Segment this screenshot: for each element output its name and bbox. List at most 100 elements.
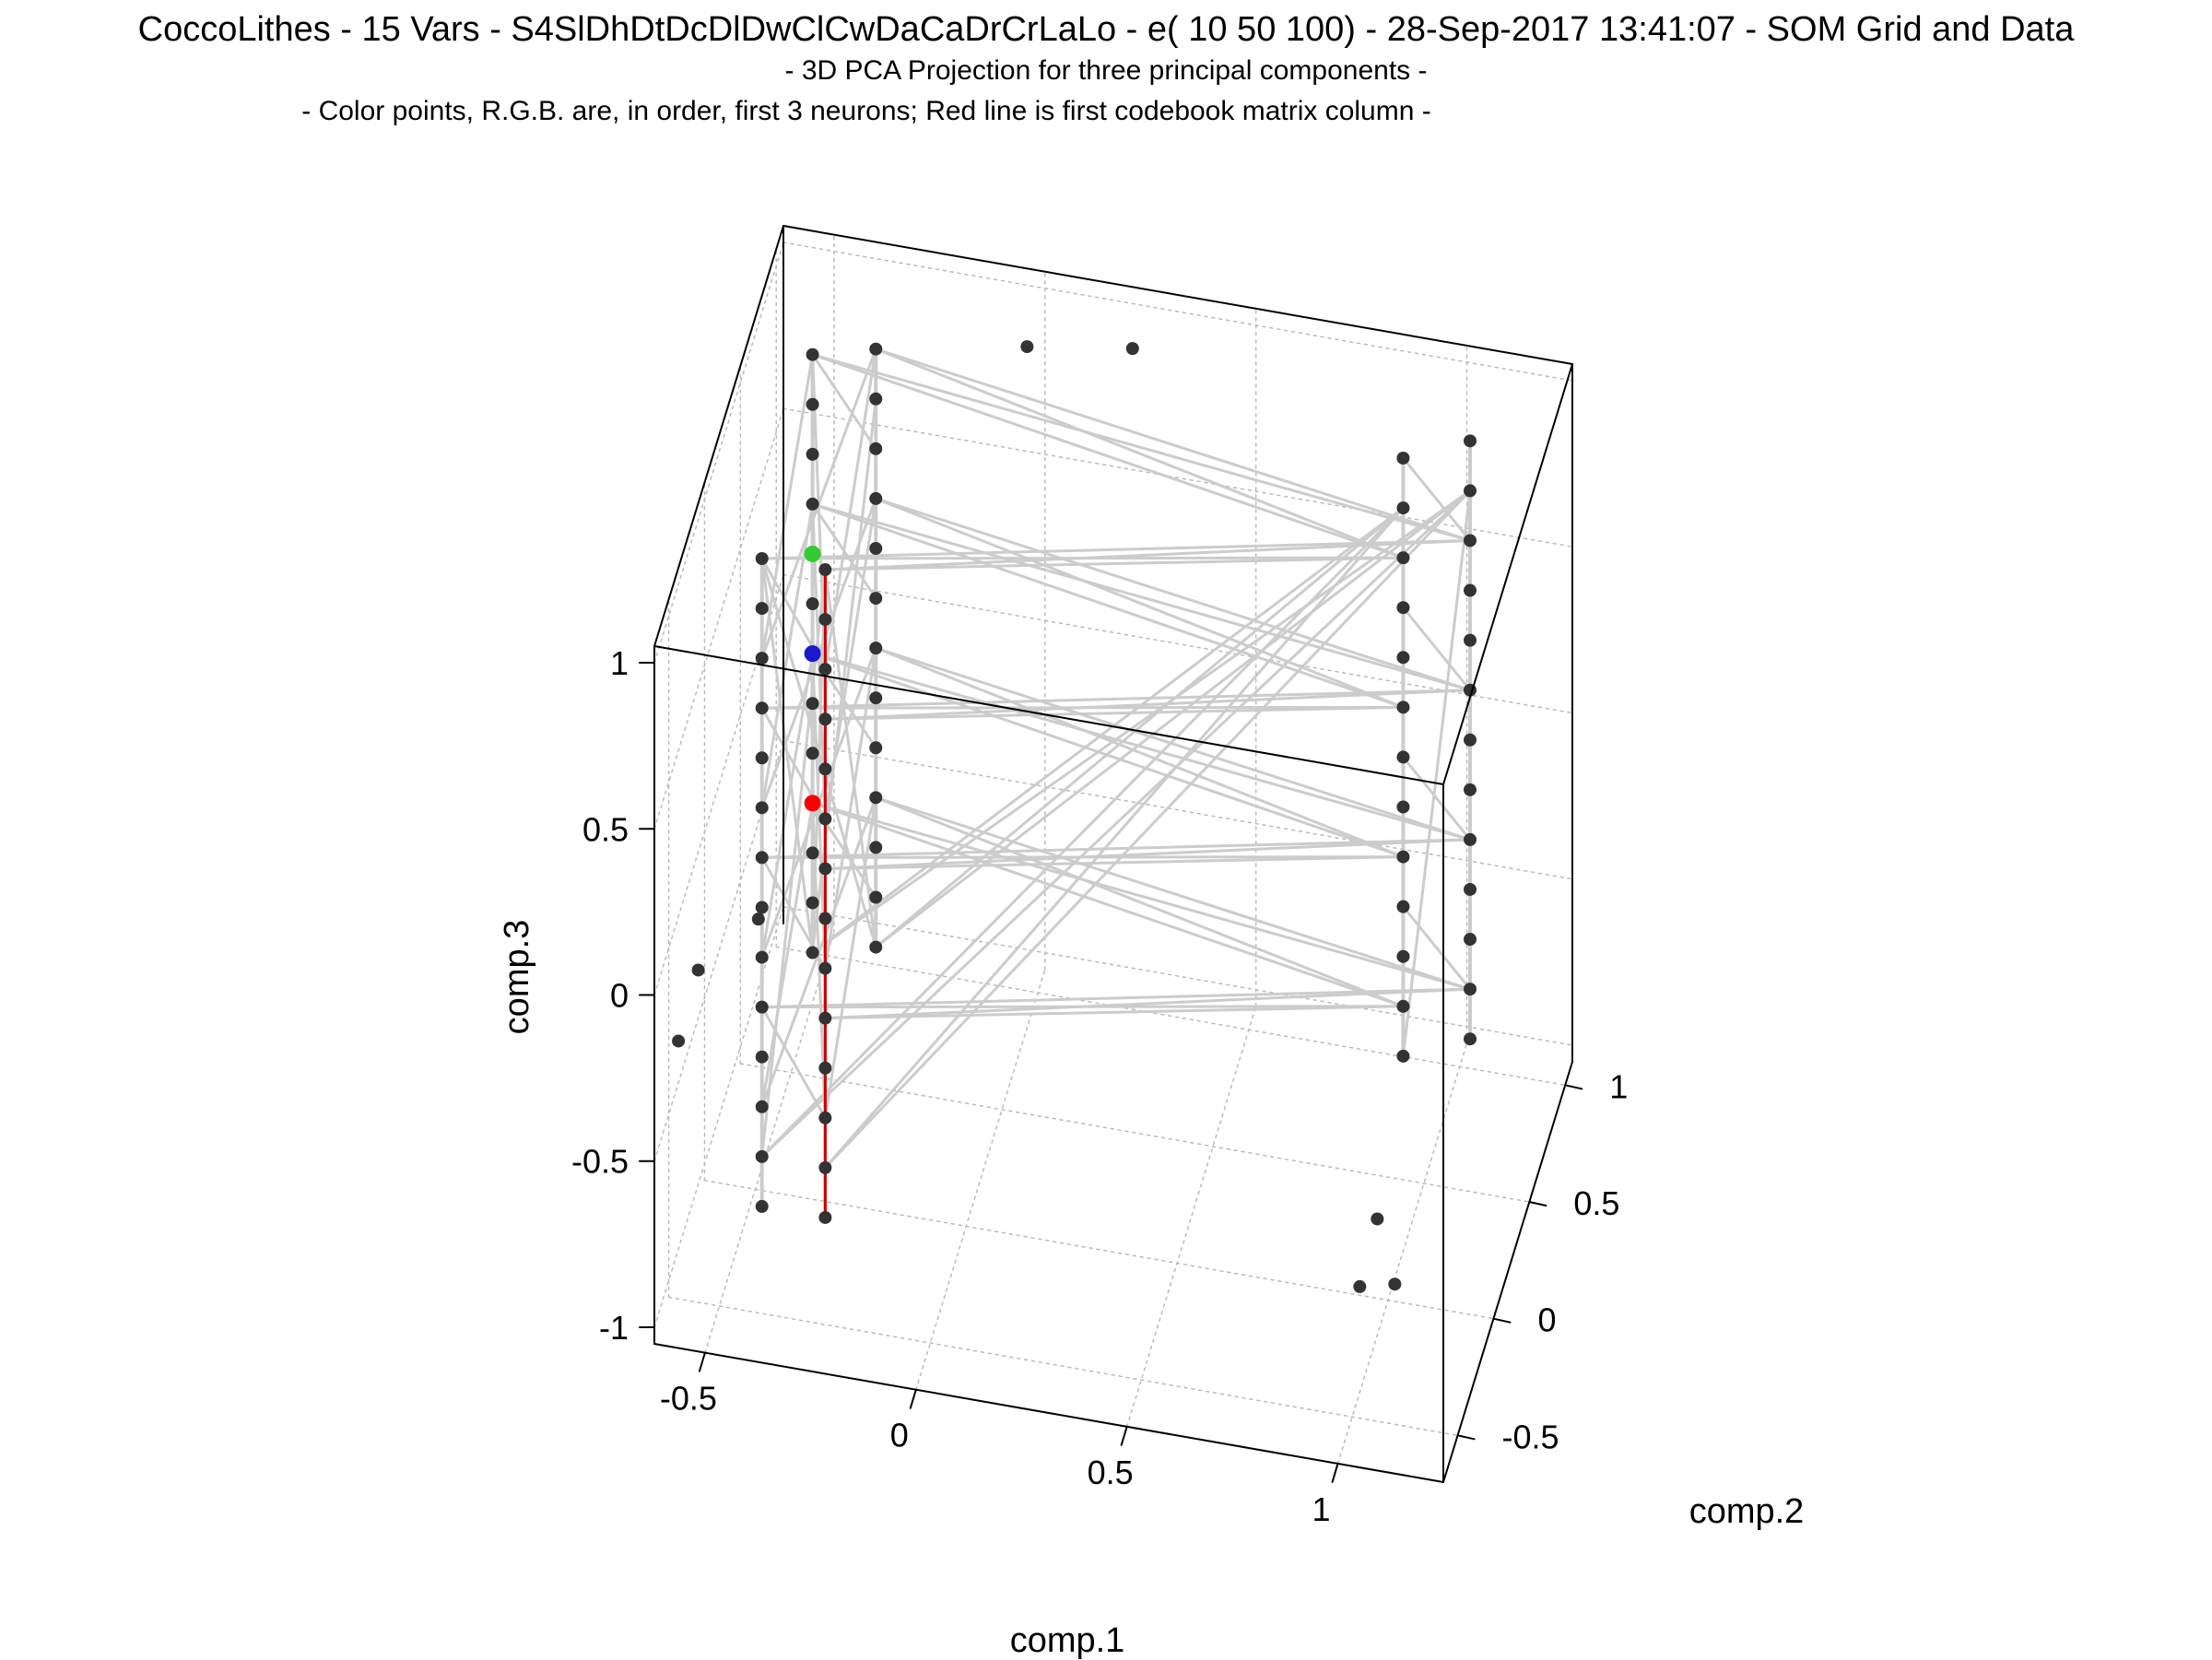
box-edge: [1442, 363, 1573, 785]
som-grid-line: [760, 987, 1472, 1009]
data-point: [1464, 583, 1477, 597]
data-point: [818, 1111, 832, 1124]
y-tick-mark: [1528, 1201, 1547, 1207]
grid-line: [782, 906, 1573, 1046]
chart-subtitle-2: - Color points, R.G.B. are, in order, fi…: [301, 96, 1431, 126]
data-point: [1464, 832, 1477, 846]
x-tick-mark: [909, 1388, 917, 1409]
som-grid-line: [874, 347, 1472, 542]
z-axis-label: comp.3: [498, 920, 536, 1035]
box-edge: [653, 645, 1444, 785]
data-point: [1396, 651, 1410, 665]
data-point: [1464, 983, 1477, 996]
data-point: [1464, 633, 1477, 647]
data-point: [869, 791, 883, 805]
data-point: [869, 541, 883, 555]
grid-line: [667, 1296, 1459, 1437]
x-tick-label: 0: [890, 1417, 909, 1454]
data-point: [818, 812, 832, 826]
grid-line: [1125, 1006, 1257, 1428]
data-point: [755, 851, 769, 865]
data-point: [755, 1149, 769, 1163]
grid-line: [782, 573, 1573, 714]
x-tick-label: 0.5: [1088, 1454, 1134, 1491]
som-grid-line: [1401, 456, 1472, 542]
som-grid-line: [874, 489, 1472, 949]
data-point: [1464, 534, 1477, 547]
som-grid-line: [760, 689, 1472, 710]
som-grid-line: [811, 801, 1405, 1008]
data-point: [1396, 949, 1410, 963]
data-point: [755, 701, 769, 715]
data-point: [1396, 700, 1410, 714]
grid-line: [653, 906, 784, 1328]
som-grid-line: [811, 353, 1405, 559]
data-point: [1396, 501, 1410, 515]
data-point: [818, 912, 832, 925]
grid-line: [915, 968, 1046, 1391]
data-point: [818, 762, 832, 776]
data-point: [869, 592, 883, 606]
data-point: [869, 741, 883, 755]
data-point: [1396, 900, 1410, 913]
data-point: [869, 890, 883, 904]
som-grid-line: [823, 506, 1405, 1170]
data-point: [751, 912, 765, 926]
data-points: [672, 340, 1477, 1293]
data-point: [869, 491, 883, 505]
data-point: [1396, 850, 1410, 864]
x-tick-mark: [1120, 1425, 1128, 1446]
data-point: [806, 697, 819, 711]
data-point: [1464, 484, 1477, 498]
som-grid-line: [823, 489, 1472, 1170]
data-point: [818, 1011, 832, 1025]
data-point: [806, 896, 819, 910]
data-point: [1388, 1277, 1402, 1291]
grid-line: [782, 407, 1573, 548]
grid-line: [782, 739, 1573, 880]
grid-line: [775, 946, 1566, 1087]
data-point: [1396, 451, 1410, 465]
y-tick-label: 0.5: [1573, 1184, 1619, 1222]
data-point: [1020, 340, 1034, 354]
data-point: [1464, 882, 1477, 896]
z-tick-label: -0.5: [571, 1143, 629, 1181]
data-point: [1353, 1279, 1367, 1293]
neuron-points: [804, 545, 821, 812]
som-grid-line: [1401, 489, 1472, 1058]
data-point: [818, 563, 832, 577]
data-point: [818, 663, 832, 677]
x-tick-label: -0.5: [660, 1380, 717, 1418]
som-grid-lines: [759, 347, 1473, 1219]
som-grid-line: [760, 502, 815, 809]
data-point: [1396, 750, 1410, 764]
data-point: [869, 392, 883, 406]
grid-line: [703, 1179, 1495, 1320]
box-edge: [653, 1343, 1444, 1483]
data-point: [818, 1210, 832, 1224]
som-grid-line: [874, 795, 1405, 1008]
som-grid-line: [823, 705, 1405, 721]
data-point: [755, 901, 769, 914]
x-axis-label: comp.1: [1010, 1621, 1125, 1660]
som-grid-line: [823, 556, 1405, 571]
data-point: [1396, 1049, 1410, 1063]
data-point: [691, 963, 705, 977]
data-point: [806, 946, 819, 960]
data-point: [1464, 933, 1477, 947]
som-grid-line: [823, 568, 877, 949]
data-point: [755, 1100, 769, 1113]
box-front-edges: [653, 225, 1573, 1483]
som-grid-line: [874, 506, 1405, 949]
grid-line: [1336, 1042, 1468, 1465]
grid-line: [653, 573, 784, 996]
data-point: [755, 602, 769, 616]
data-point: [1396, 800, 1410, 814]
chart-title: CoccoLithes - 15 Vars - S4SlDhDtDcDlDwCl…: [138, 10, 2076, 49]
som-grid-line: [760, 801, 815, 1109]
x-tick-mark: [1331, 1462, 1339, 1483]
grid-line: [653, 241, 784, 664]
data-point: [755, 1050, 769, 1064]
z-tick-label: 0: [610, 977, 629, 1015]
z-tick-label: -1: [599, 1309, 629, 1347]
